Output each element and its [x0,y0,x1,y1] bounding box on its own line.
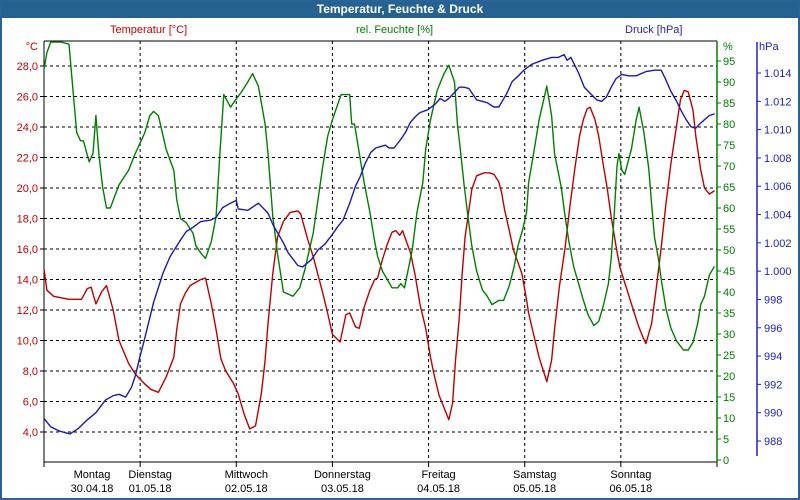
day-date-label: 03.05.18 [321,483,364,495]
humidity-tick-label: 70 [723,161,735,173]
humidity-tick-label: 90 [723,77,735,89]
temperature-tick-label: 6,0 [23,397,38,409]
temperature-tick-label: 8,0 [23,366,38,378]
temperature-tick-label: 14,0 [17,275,38,287]
day-date-label: 06.05.18 [609,483,652,495]
humidity-tick-label: 10 [723,413,735,425]
temperature-tick-label: 22,0 [17,153,38,165]
unit-label-percent: % [723,41,733,53]
humidity-curve [43,41,715,351]
day-date-label: 05.05.18 [513,483,556,495]
humidity-tick-label: 15 [723,392,735,404]
humidity-tick-label: 0 [723,455,729,467]
legend-temperature-label: Temperatur [°C] [110,24,188,36]
day-date-label: 01.05.18 [129,483,172,495]
humidity-tick-label: 75 [723,140,735,152]
humidity-tick-label: 5 [723,434,729,446]
day-name-label: Dienstag [128,469,171,481]
legend-pressure-label: Druck [hPa] [625,24,683,36]
pressure-tick-label: 1.008 [764,153,792,165]
humidity-tick-label: 80 [723,119,735,131]
legend-humidity-label: rel. Feuchte [%] [356,24,434,36]
day-name-label: Donnerstag [314,469,371,481]
temperature-tick-label: 26,0 [17,92,38,104]
pressure-tick-label: 1.004 [764,210,792,222]
humidity-tick-label: 85 [723,98,735,110]
humidity-tick-label: 50 [723,245,735,257]
humidity-tick-label: 45 [723,266,735,278]
day-date-label: 04.05.18 [417,483,460,495]
temperature-tick-label: 20,0 [17,183,38,195]
day-name-label: Mittwoch [225,469,268,481]
pressure-tick-label: 1.006 [764,181,792,193]
temperature-tick-label: 24,0 [17,122,38,134]
pressure-curve [43,53,715,435]
pressure-tick-label: 1.014 [764,68,792,80]
humidity-tick-label: 30 [723,329,735,341]
day-name-label: Montag [74,469,111,481]
day-date-label: 30.04.18 [71,483,114,495]
humidity-tick-label: 95 [723,56,735,68]
humidity-tick-label: 35 [723,308,735,320]
pressure-tick-label: 992 [764,379,782,391]
pressure-tick-label: 988 [764,436,782,448]
day-name-label: Sonntag [610,469,651,481]
pressure-tick-label: 1.002 [764,238,792,250]
humidity-tick-label: 55 [723,224,735,236]
pressure-tick-label: 1.010 [764,125,792,137]
humidity-tick-label: 65 [723,182,735,194]
temperature-tick-label: 12,0 [17,305,38,317]
humidity-tick-label: 25 [723,350,735,362]
temperature-tick-label: 16,0 [17,244,38,256]
unit-label-hpa: hPa [759,41,779,53]
pressure-tick-label: 1.012 [764,96,792,108]
day-name-label: Freitag [421,469,455,481]
title-bar: Temperatur, Feuchte & Druck [0,0,800,18]
pressure-tick-label: 994 [764,351,782,363]
pressure-tick-label: 990 [764,408,782,420]
temperature-tick-label: 4,0 [23,427,38,439]
humidity-tick-label: 20 [723,371,735,383]
humidity-tick-label: 40 [723,287,735,299]
temperature-tick-label: 28,0 [17,61,38,73]
temperature-tick-label: 10,0 [17,336,38,348]
humidity-tick-label: 60 [723,203,735,215]
day-name-label: Samstag [513,469,556,481]
window-title: Temperatur, Feuchte & Druck [316,2,484,16]
temperature-tick-label: 18,0 [17,214,38,226]
unit-label-celsius: °C [26,41,38,53]
pressure-tick-label: 1.000 [764,266,792,278]
pressure-tick-label: 996 [764,323,782,335]
pressure-tick-label: 998 [764,294,782,306]
day-date-label: 02.05.18 [225,483,268,495]
